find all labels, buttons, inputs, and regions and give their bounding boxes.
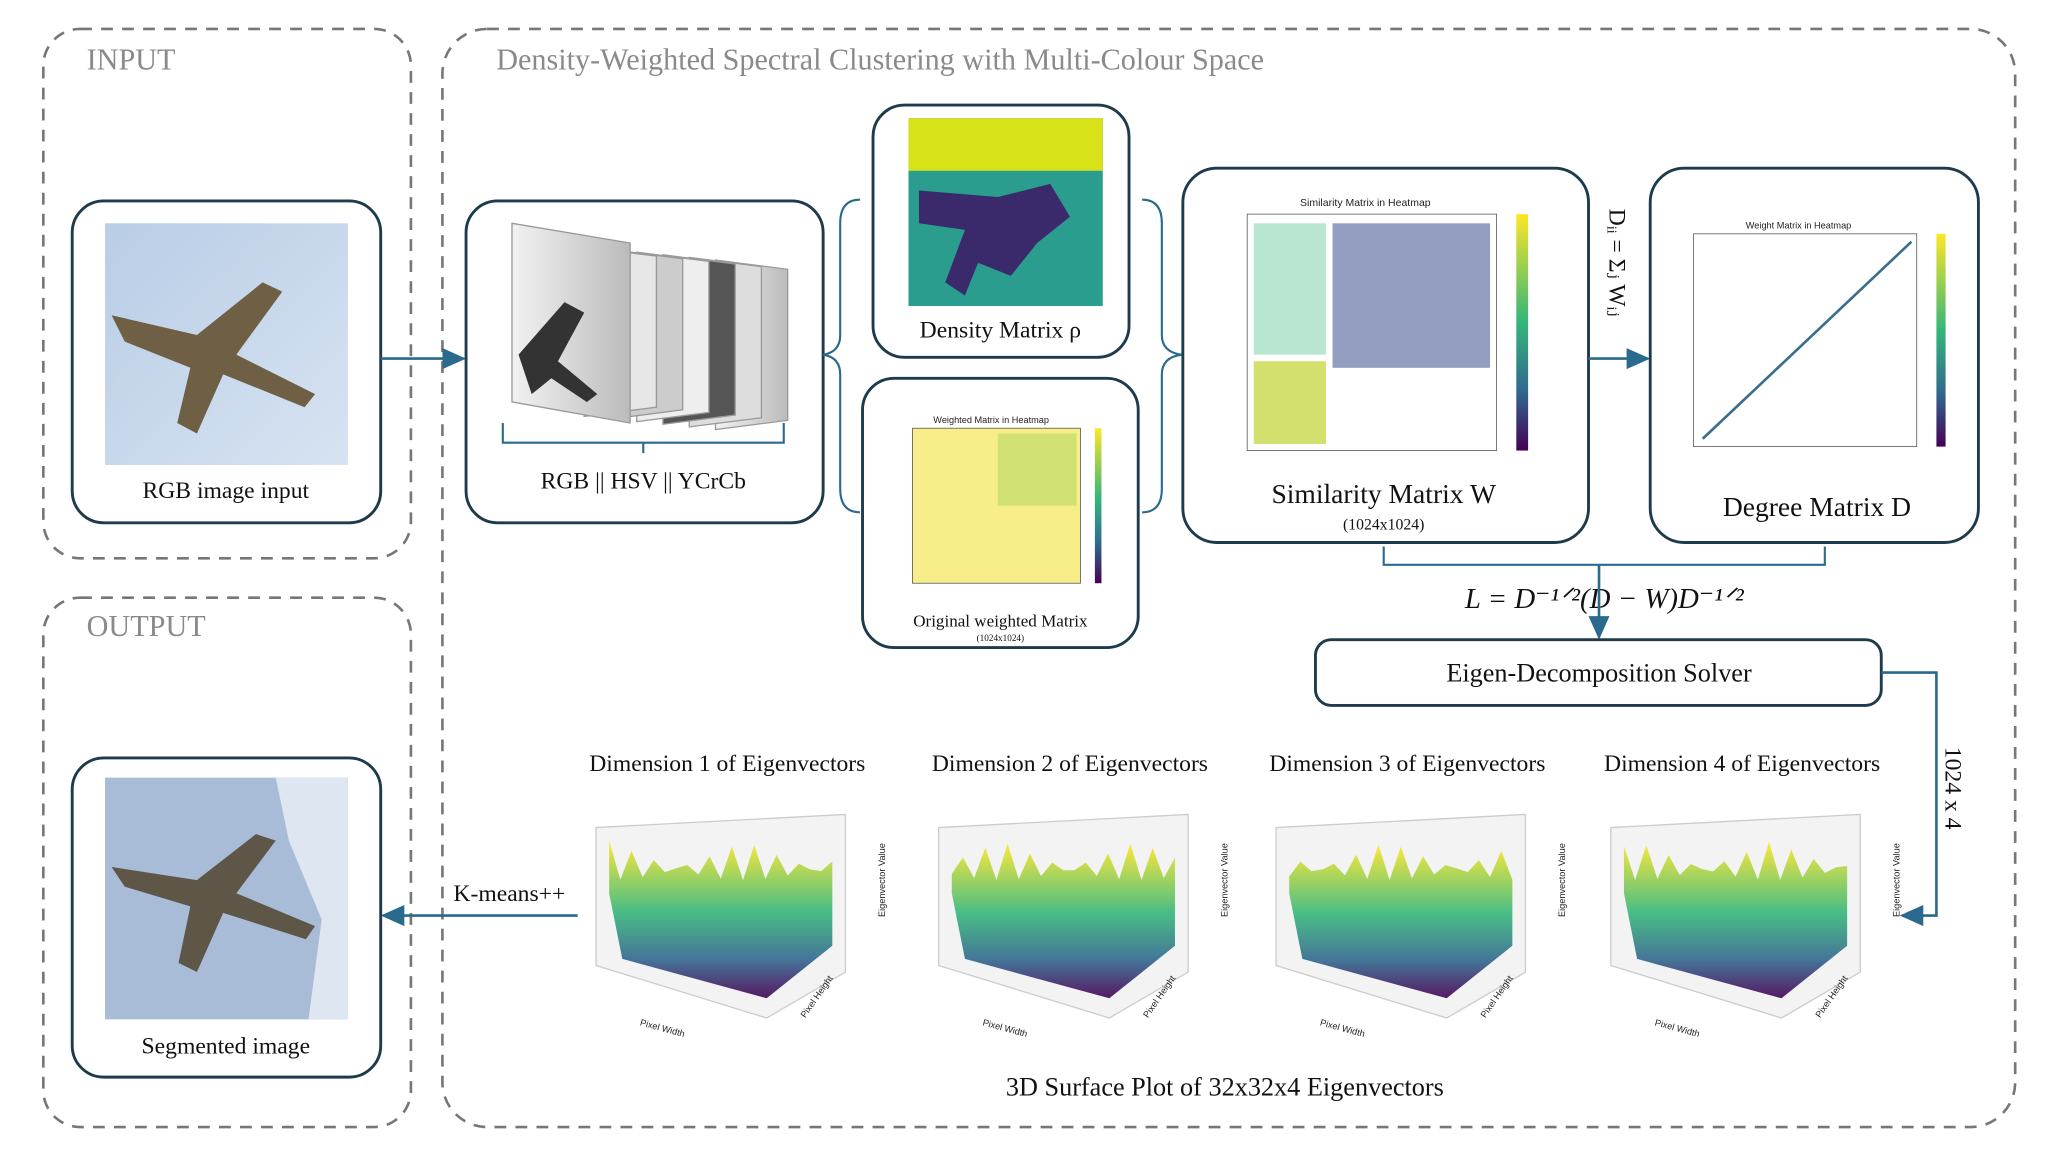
eigen-plots: Dimension 1 of Eigenvectors Pixel Width Pi… — [589, 751, 1901, 1039]
card-caption: RGB || HSV || YCrCb — [541, 469, 746, 495]
axis-label: Pixel Width — [1319, 1017, 1366, 1039]
pipeline-section — [441, 27, 2017, 1129]
plot-title: Similarity Matrix in Heatmap — [1300, 197, 1431, 209]
plot-title: Dimension 4 of Eigenvectors — [1604, 751, 1880, 777]
plot-title: Dimension 3 of Eigenvectors — [1269, 751, 1545, 777]
axis-label: Pixel Width — [982, 1017, 1029, 1039]
card-subcaption: (1024x1024) — [977, 633, 1024, 643]
solver-label: Eigen-Decomposition Solver — [1446, 659, 1752, 688]
brace — [501, 422, 785, 454]
plot-title: Weighted Matrix in Heatmap — [933, 415, 1049, 425]
clustering-label: K-means++ — [453, 881, 565, 907]
brace — [1142, 198, 1182, 514]
degree-formula: Dᵢᵢ = Σⱼ Wᵢⱼ — [1604, 209, 1630, 317]
airplane — [111, 282, 316, 434]
output-section — [42, 596, 413, 1129]
axis-label: Pixel Width — [639, 1017, 686, 1039]
card-caption: Degree Matrix D — [1723, 491, 1911, 522]
colorbar — [1516, 214, 1529, 451]
colorbar — [1094, 428, 1102, 584]
section-title: Density-Weighted Spectral Clustering wit… — [496, 43, 1264, 77]
plot-title: Dimension 2 of Eigenvectors — [932, 751, 1208, 777]
axis-label: Eigenvector Value — [1219, 843, 1229, 917]
axis-label: Eigenvector Value — [1892, 843, 1902, 917]
card-caption: Original weighted Matrix — [913, 612, 1088, 631]
colorbar — [1936, 233, 1946, 447]
plot-title: Weight Matrix in Heatmap — [1746, 221, 1852, 231]
section-label: INPUT — [87, 43, 176, 77]
card-caption: Segmented image — [142, 1033, 311, 1059]
plots-caption: 3D Surface Plot of 32x32x4 Eigenvectors — [1006, 1073, 1444, 1102]
card-caption: Density Matrix ρ — [920, 318, 1081, 344]
axis-label: Pixel Width — [1654, 1017, 1701, 1039]
solver-output: 1024 x 4 — [1940, 747, 1966, 830]
card-subcaption: (1024x1024) — [1343, 516, 1424, 533]
plot-title: Dimension 1 of Eigenvectors — [589, 751, 865, 777]
surface — [609, 840, 833, 999]
axis-label: Eigenvector Value — [1557, 843, 1567, 917]
axis-label: Eigenvector Value — [877, 843, 887, 917]
input-section — [42, 27, 413, 560]
diagonal — [1701, 240, 1913, 440]
card-caption: RGB image input — [142, 478, 309, 504]
arrow — [1881, 671, 1938, 927]
laplacian-formula: L = D⁻¹ᐟ²(D − W)D⁻¹ᐟ² — [1464, 583, 1745, 615]
surface — [951, 843, 1175, 999]
surface — [1623, 841, 1848, 999]
colour-stack — [511, 222, 789, 431]
card-caption: Similarity Matrix W — [1271, 478, 1496, 509]
section-label: OUTPUT — [87, 609, 206, 643]
brace — [1382, 546, 1826, 566]
brace — [822, 198, 860, 514]
surface — [1289, 844, 1513, 999]
